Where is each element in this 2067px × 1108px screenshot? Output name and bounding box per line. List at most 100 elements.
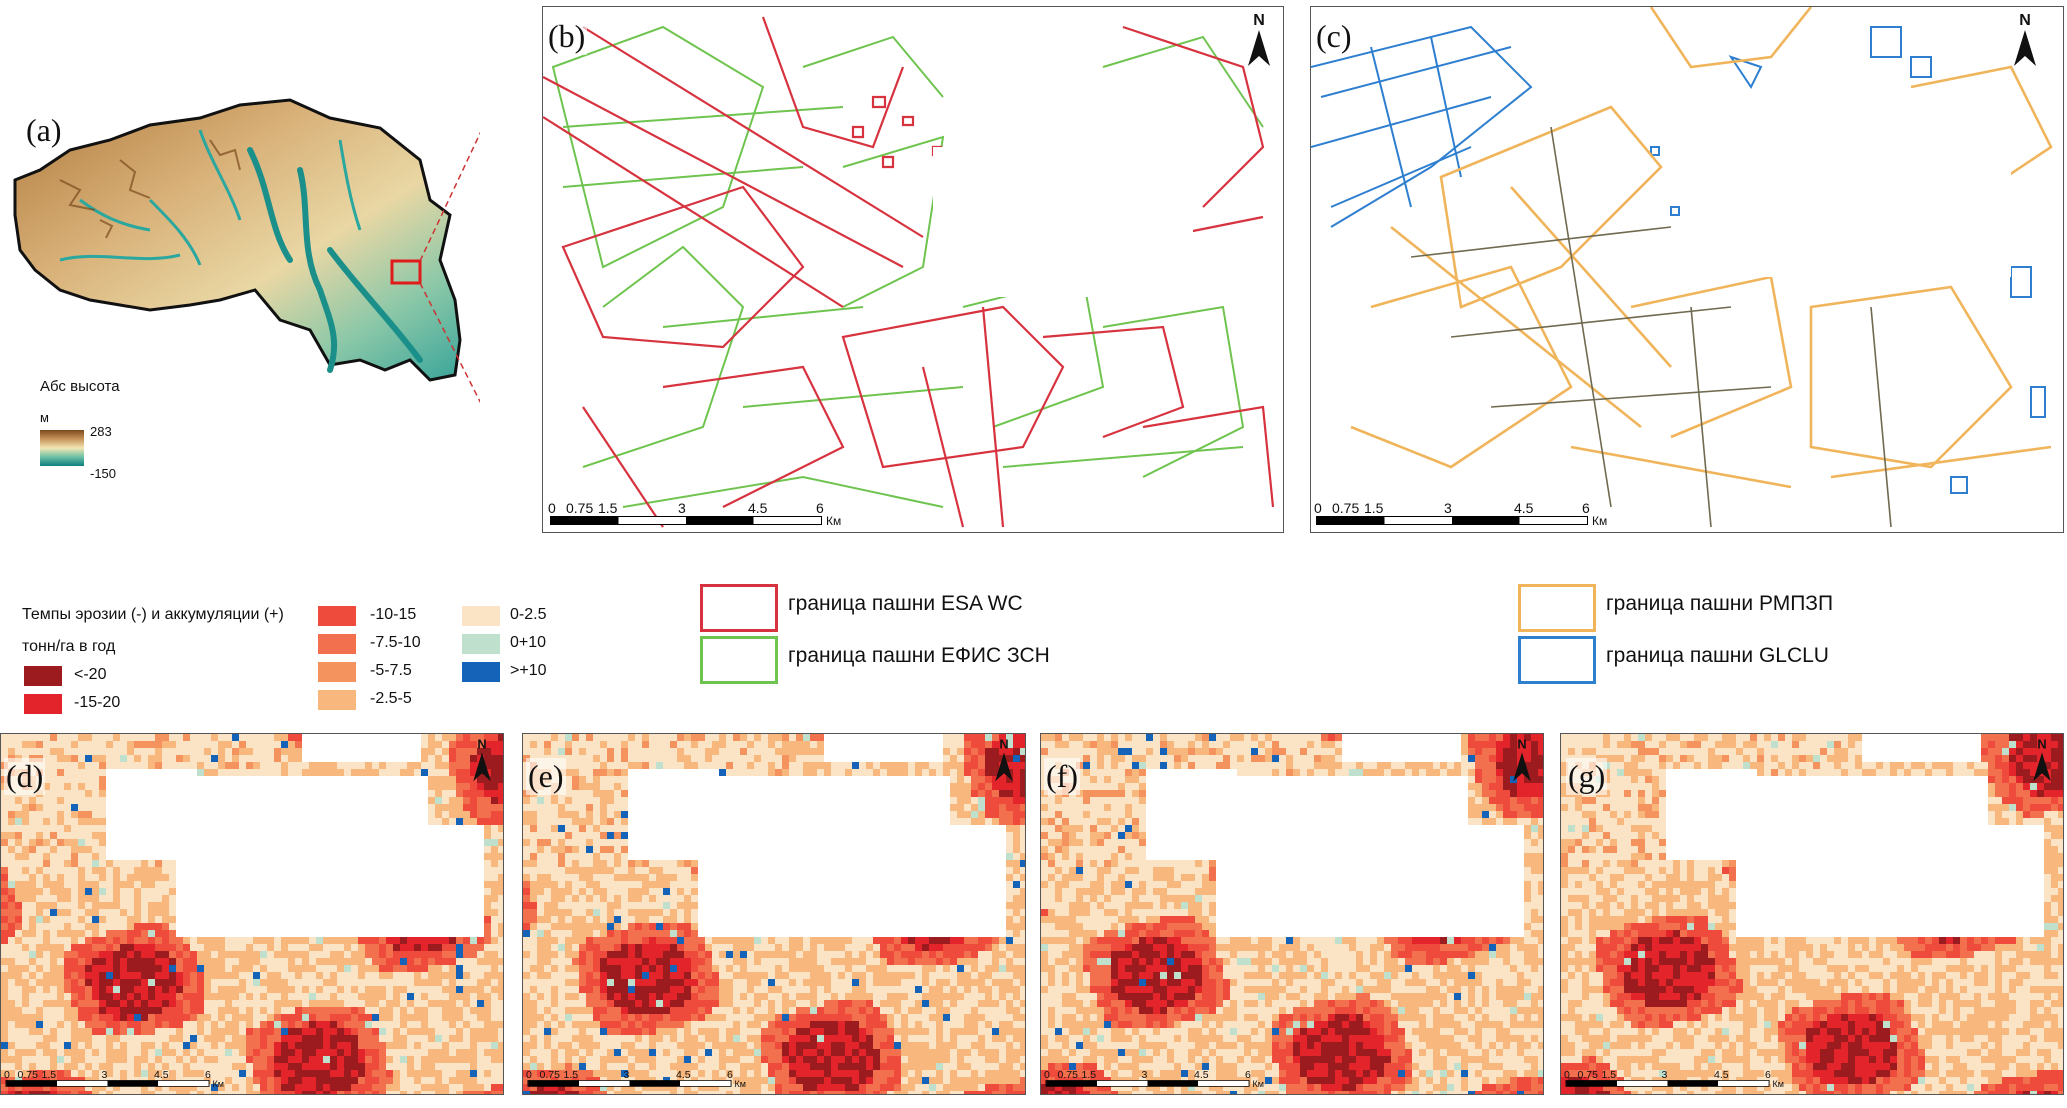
scale-bar-e: 0 0.75 1.5 3 4.5 6 Км	[526, 1068, 746, 1091]
north-label-f: N	[1517, 738, 1527, 752]
legend-swatch-4	[318, 662, 356, 682]
legend-label-5: -2.5-5	[370, 690, 412, 707]
north-label-d: N	[477, 738, 487, 752]
scale-bar-b: 0 0.75 1.5 3 4.5 6 Км	[548, 500, 848, 530]
legend-swatch-6	[462, 606, 500, 626]
scale-tick: 3	[1444, 500, 1452, 516]
scale-tick: 3	[678, 500, 686, 516]
panel-label-c: (c)	[1314, 18, 1354, 55]
river-valleys	[247, 147, 423, 373]
north-arrow-d: N	[470, 738, 494, 783]
elevation-legend-title: Абс высота	[40, 378, 120, 395]
boundary-swatch-2	[1518, 584, 1596, 632]
erosion-legend: Темпы эрозии (-) и аккумуляции (+) тонн/…	[18, 606, 546, 726]
scale-tick: 0.75	[1577, 1068, 1598, 1080]
scale-tick: 4.5	[748, 500, 768, 516]
elevation-legend-min: -150	[90, 466, 117, 481]
north-arrow-e: N	[992, 738, 1016, 783]
legend-label-4: -5-7.5	[370, 662, 412, 679]
highland-texture	[59, 139, 241, 239]
scale-tick: 6	[205, 1068, 211, 1080]
scale-tick: 0	[1564, 1068, 1570, 1080]
boundary-swatch-1	[700, 636, 778, 684]
scale-tick: 6	[1765, 1068, 1771, 1080]
panel-c-boundaries	[1311, 7, 2053, 528]
scale-tick: 4.5	[1194, 1068, 1209, 1080]
scale-tick: 0	[526, 1068, 532, 1080]
panel-g-map	[1560, 733, 2064, 1095]
panel-label-f: (f)	[1044, 758, 1080, 795]
panel-f-map	[1040, 733, 1544, 1095]
scale-tick: 0	[548, 500, 556, 516]
region-elevation-map	[13, 5, 541, 521]
north-arrow-c: N	[2010, 12, 2040, 68]
scale-tick: 3	[623, 1068, 630, 1080]
panel-label-d: (d)	[4, 758, 46, 795]
elevation-legend-unit: м	[40, 410, 49, 425]
study-area-marker	[390, 259, 422, 285]
legend-label-1: -15-20	[74, 694, 121, 711]
scale-unit: Км	[1252, 1078, 1264, 1090]
scale-tick: 1.5	[598, 500, 618, 516]
legend-swatch-5	[318, 690, 356, 710]
boundary-legend: граница пашни ESA WC граница пашни ЕФИС …	[700, 584, 2060, 684]
legend-swatch-1	[24, 694, 62, 714]
north-label-b: N	[1253, 12, 1265, 29]
scale-tick: 6	[1245, 1068, 1251, 1080]
panel-d-map	[0, 733, 504, 1095]
scale-tick: 0.75	[17, 1068, 38, 1080]
boundary-label-1: граница пашни ЕФИС ЗСН	[788, 644, 1050, 667]
boundary-label-3: граница пашни GLCLU	[1606, 644, 1829, 667]
legend-label-2: -10-15	[370, 606, 417, 623]
scale-unit: Км	[734, 1078, 746, 1090]
north-arrow-b: N	[1244, 12, 1274, 68]
scale-tick: 4.5	[154, 1068, 169, 1080]
scale-tick: 4.5	[1514, 500, 1534, 516]
scale-tick: 1.5	[41, 1068, 57, 1080]
panel-label-a: (a)	[26, 112, 62, 148]
panel-c-map	[1310, 6, 2064, 533]
elevation-legend-max: 283	[90, 424, 112, 439]
erosion-raster-e	[523, 734, 1025, 1094]
scale-unit: Км	[1592, 514, 1608, 528]
boundary-label-2: граница пашни РМПЗП	[1606, 592, 1834, 615]
erosion-raster-f	[1041, 734, 1543, 1094]
scale-tick: 1.5	[1364, 500, 1384, 516]
legend-swatch-7	[462, 634, 500, 654]
scale-tick: 3	[101, 1068, 108, 1080]
north-arrow-g: N	[2030, 738, 2054, 783]
erosion-raster-g	[1561, 734, 2063, 1094]
scale-tick: 0	[1314, 500, 1322, 516]
scale-tick: 0	[4, 1068, 10, 1080]
erosion-cells	[1041, 734, 1543, 1094]
scale-bar-d: 0 0.75 1.5 3 4.5 6 Км	[4, 1068, 224, 1091]
panel-b-boundaries	[543, 16, 1275, 528]
scale-bar-g: 0 0.75 1.5 3 4.5 6 Км	[1564, 1068, 1784, 1091]
panel-label-e: (e)	[526, 758, 566, 795]
scale-tick: 4.5	[676, 1068, 691, 1080]
erosion-cells	[523, 734, 1025, 1094]
scale-unit: Км	[1772, 1078, 1784, 1090]
panel-label-g: (g)	[1566, 758, 1608, 795]
scale-tick: 3	[1141, 1068, 1148, 1080]
scale-tick: 6	[1582, 500, 1590, 516]
erosion-raster-d	[1, 734, 503, 1094]
rmpzp-boundary-lines	[1350, 7, 2053, 489]
scale-tick: 3	[1661, 1068, 1668, 1080]
erosion-cells	[1561, 734, 2063, 1094]
legend-swatch-2	[318, 606, 356, 626]
scale-bar-f: 0 0.75 1.5 3 4.5 6 Км	[1044, 1068, 1264, 1091]
panel-e-map	[522, 733, 1026, 1095]
north-label-c: N	[2019, 12, 2031, 29]
panel-b-map	[542, 6, 1284, 533]
erosion-legend-title-1: Темпы эрозии (-) и аккумуляции (+)	[22, 606, 284, 623]
scale-tick: 0.75	[1057, 1068, 1078, 1080]
legend-swatch-0	[24, 666, 62, 686]
north-label-e: N	[999, 738, 1009, 752]
scale-tick: 0.75	[539, 1068, 560, 1080]
river-branches	[59, 129, 362, 266]
scale-tick: 0.75	[566, 500, 594, 516]
erosion-legend-title-2: тонн/га в год	[22, 638, 116, 655]
scale-tick: 4.5	[1714, 1068, 1729, 1080]
panel-label-b: (b)	[546, 18, 588, 55]
